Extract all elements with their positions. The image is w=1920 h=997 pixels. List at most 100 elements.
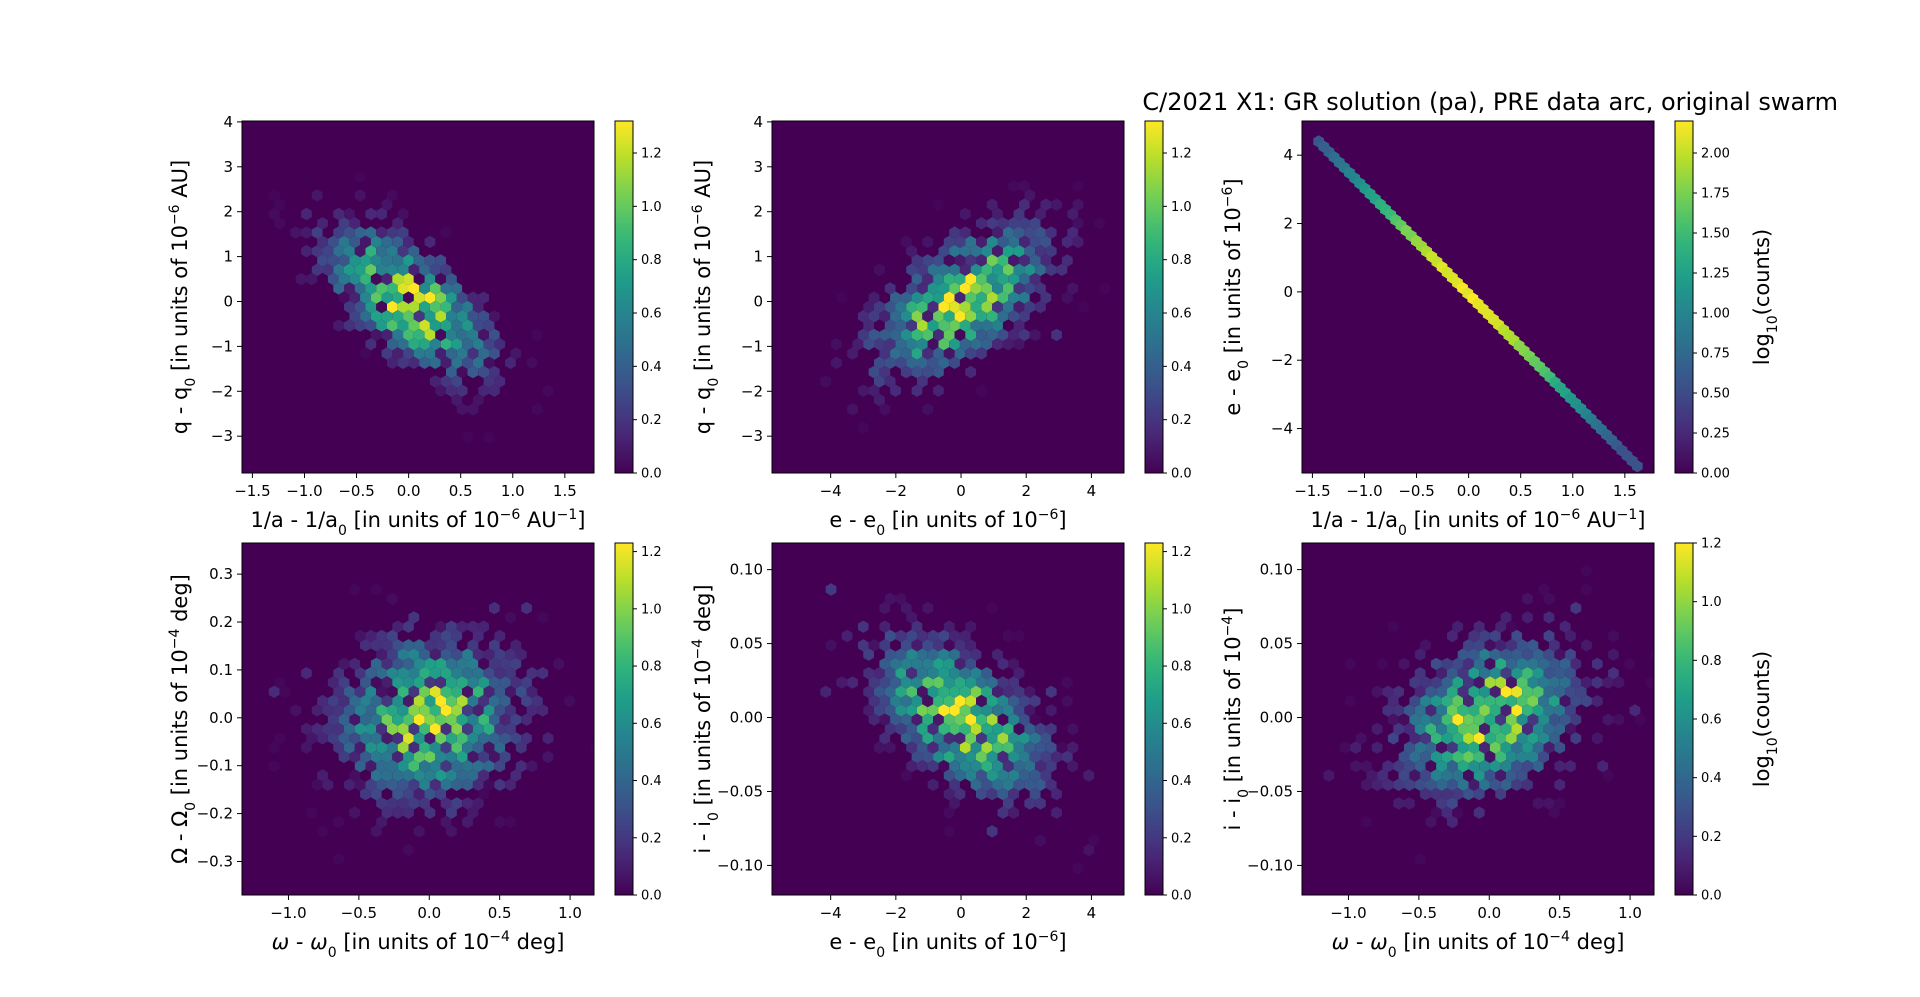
hexbin-cell	[440, 629, 452, 643]
hexbin-cell	[927, 282, 939, 295]
hexbin-cell	[911, 620, 923, 633]
hexbin-cell	[1538, 657, 1549, 671]
hexbin-cell	[360, 310, 371, 323]
hexbin-cell	[1457, 685, 1469, 698]
hexbin-cell	[1029, 787, 1041, 801]
hexbin-cell	[344, 319, 355, 332]
hexbin-cell	[997, 291, 1009, 304]
hexbin-cell	[392, 732, 404, 745]
hexbin-cell	[917, 760, 928, 773]
hexbin-cell	[268, 760, 280, 773]
hexbin-cell	[1061, 254, 1073, 267]
hexbin-cell	[381, 198, 393, 211]
hexbin-cell	[472, 667, 484, 680]
hexbin-cell	[900, 310, 912, 323]
hexbin-cell	[1516, 713, 1528, 726]
hexbin-cell	[478, 750, 489, 764]
hexbin-cell	[1538, 583, 1549, 596]
hexbin-cell	[1565, 648, 1576, 661]
hexbin-cell	[472, 741, 484, 754]
hexbin-cell	[1008, 328, 1019, 342]
hexbin-cell	[1516, 694, 1528, 708]
hexbin-cell	[462, 815, 473, 829]
hexbin-cell	[360, 732, 371, 745]
hexbin-cell	[494, 722, 506, 736]
hexbin-cell	[413, 694, 425, 708]
colorbar-tick-label: 0.0	[1171, 467, 1192, 482]
hexbin-cell	[1516, 676, 1528, 689]
hexbin-cell	[446, 769, 457, 782]
hexbin-cell	[1008, 291, 1019, 304]
hexbin-cell	[922, 365, 934, 379]
y-tick-label: 0.1	[209, 661, 233, 679]
hexbin-cell	[354, 300, 366, 314]
hexbin-cell	[467, 676, 479, 689]
hexbin-cell	[467, 806, 479, 819]
x-axis-label: ω - ω0 [in units of 10−4 deg]	[272, 929, 565, 961]
hexbin-cell	[949, 338, 960, 351]
hexbin-cell	[392, 806, 404, 819]
hexbin-cell	[483, 338, 495, 351]
hexbin-cell	[863, 704, 874, 717]
hexbin-cell	[1570, 732, 1582, 745]
hexbin-cell	[938, 300, 950, 314]
hexbin-cell	[1522, 648, 1533, 661]
hexbin-cell	[906, 667, 917, 680]
hexbin-cell	[1468, 741, 1480, 754]
hexbin-cell	[1061, 694, 1073, 708]
hexbin-cell	[446, 620, 457, 633]
hexbin-cell	[1323, 769, 1335, 782]
hexbin-cell	[917, 741, 928, 754]
hexbin-cell	[1457, 778, 1469, 791]
x-tick-label: −2	[885, 904, 907, 922]
hexbin-cell	[922, 291, 934, 304]
hexbin-cell	[435, 347, 446, 360]
colorbar-tick-label: 0.2	[1171, 413, 1192, 428]
hexbin-cell	[911, 732, 923, 745]
hexbin-cell	[852, 338, 864, 351]
hexbin-cell	[403, 291, 414, 304]
hexbin-cell	[976, 310, 987, 323]
hexbin-cell	[1019, 310, 1030, 323]
hexbin-cell	[376, 797, 387, 810]
hexbin-cell	[1559, 676, 1571, 689]
hexbin-cell	[1094, 217, 1105, 230]
x-tick-label: −1.0	[1346, 482, 1382, 500]
x-tick-label: −4	[820, 482, 842, 500]
hexbin-cell	[365, 282, 377, 295]
hexbin-cell	[499, 732, 511, 745]
y-axis-label: i - i0 [in units of 10−4]	[1220, 607, 1252, 830]
hexbin-cell	[424, 787, 436, 801]
hexbin-cell	[970, 300, 982, 314]
hexbin-cell	[981, 760, 993, 773]
hexbin-cell	[927, 356, 939, 369]
hexbin-cell	[505, 648, 516, 661]
hexbin-cell	[1441, 694, 1453, 708]
hexbin-cell	[911, 713, 923, 726]
hexbin-cell	[927, 704, 939, 717]
hexbin-cell	[1420, 676, 1431, 689]
hexbin-cell	[1447, 685, 1458, 698]
hexbin-cell	[360, 676, 371, 689]
hexbin-cell	[387, 356, 398, 369]
y-tick-label: 0.10	[730, 561, 763, 579]
hexbin-cell	[959, 629, 971, 643]
hexbin-cell	[333, 685, 344, 698]
hexbin-cell	[1024, 722, 1036, 736]
hexbin-cell	[515, 648, 527, 661]
hexbin-cell	[435, 694, 446, 708]
hexbin-cell	[1008, 676, 1019, 689]
hexbin-cell	[1634, 713, 1646, 726]
colorbar-tick-label: 1.00	[1701, 307, 1730, 322]
hexbin-cell	[381, 254, 393, 267]
hexbin-cell	[499, 657, 511, 671]
hexbin-cell	[1002, 282, 1014, 295]
hexbin-cell	[900, 291, 912, 304]
y-tick-label: 2	[1283, 215, 1293, 233]
hexbin-cell	[992, 648, 1003, 661]
hexbin-cell	[1441, 732, 1453, 745]
hexbin-cell	[1473, 732, 1485, 745]
hexbin-cell	[349, 713, 361, 726]
hexbin-cell	[338, 732, 350, 745]
hexbin-cell	[370, 694, 382, 708]
